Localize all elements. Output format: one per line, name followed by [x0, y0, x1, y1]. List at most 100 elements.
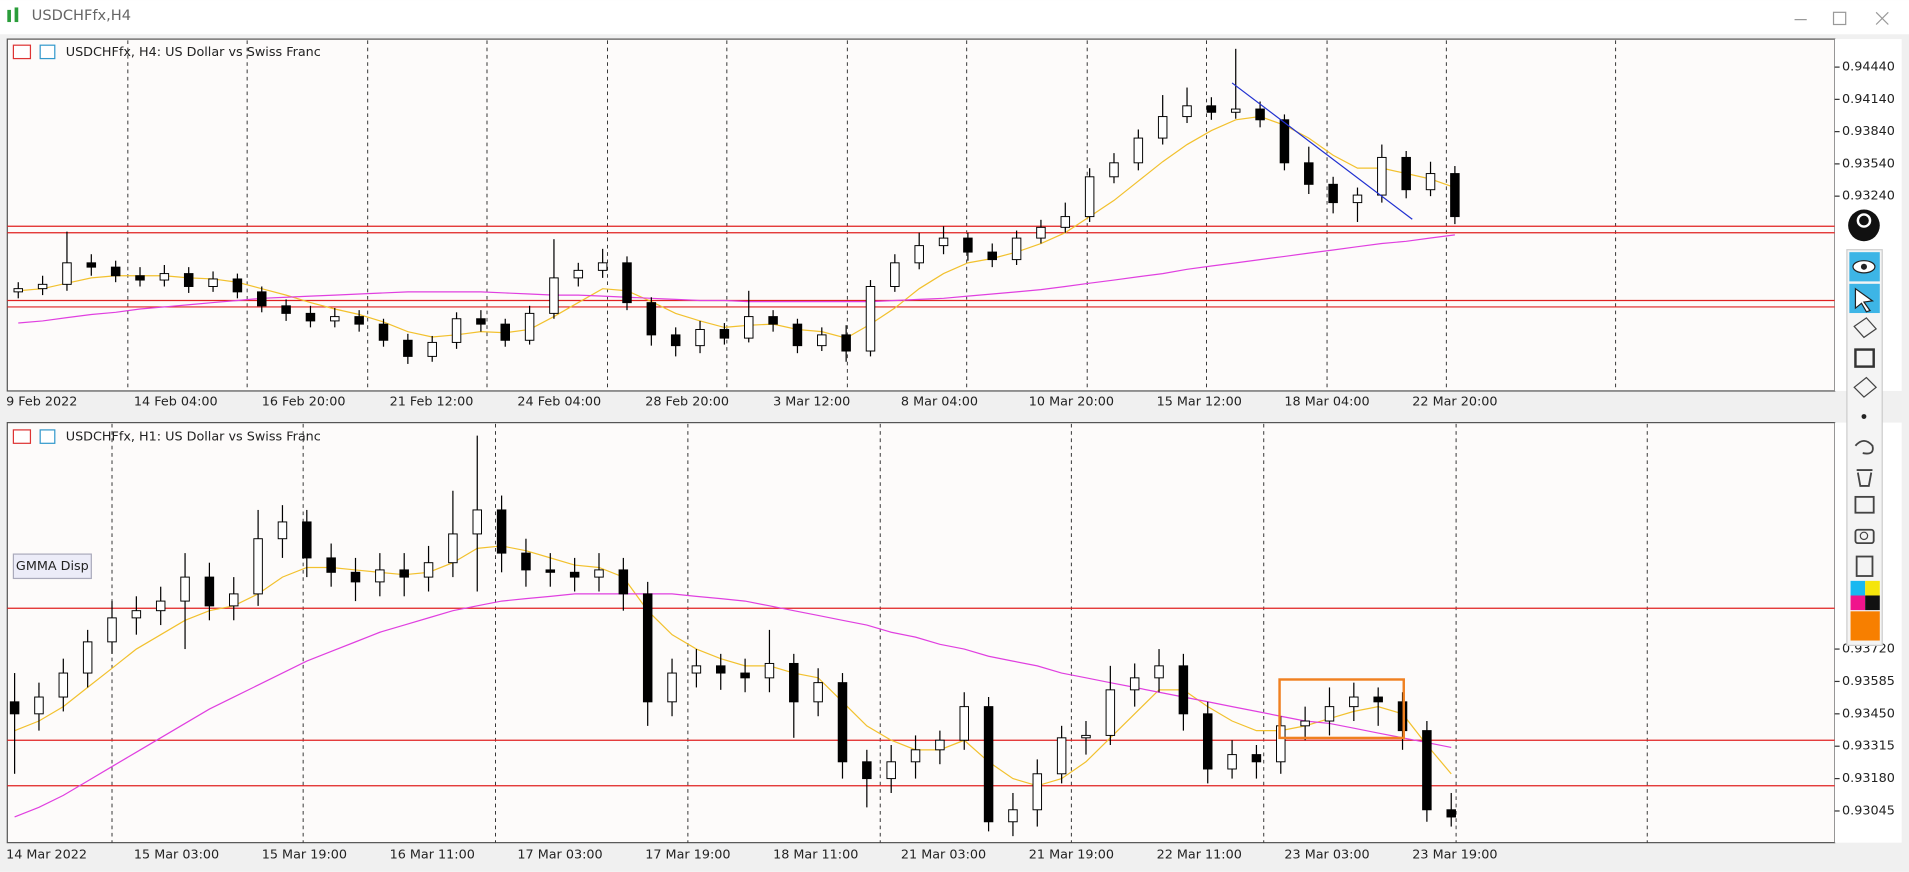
candle-body [183, 273, 194, 287]
chart-panel[interactable] [6, 421, 1836, 844]
candle-body [573, 269, 584, 279]
candle-body [204, 576, 215, 607]
candle-body [208, 278, 218, 287]
gmma-button-label: GMMA Disp [16, 559, 89, 574]
candle-body [597, 262, 608, 271]
title-bar [0, 0, 1909, 35]
candle-body [1056, 737, 1067, 775]
candle-body [277, 521, 288, 540]
x-tick-label: 28 Feb 20:00 [645, 394, 729, 409]
candle-body [58, 672, 69, 698]
candle-body [253, 538, 263, 595]
x-tick-label: 18 Mar 04:00 [1284, 394, 1369, 409]
candle-body [670, 334, 681, 347]
x-tick-label: 16 Feb 20:00 [262, 394, 346, 409]
candle-body [1206, 105, 1217, 113]
panel-icon [12, 429, 56, 444]
x-tick-label: 16 Mar 11:00 [390, 847, 475, 862]
color-swatch[interactable] [1865, 595, 1880, 611]
candle-body [914, 245, 924, 264]
x-tick-label: 15 Mar 12:00 [1157, 394, 1242, 409]
y-tick-label: 0.94440 [1842, 60, 1895, 75]
undo-tool[interactable] [1854, 439, 1874, 455]
candle-body [82, 641, 93, 674]
candle-body [1032, 773, 1043, 811]
template-tool[interactable] [1854, 495, 1875, 514]
candle-body [180, 576, 190, 602]
candle-body [13, 288, 24, 293]
candle-body [1377, 156, 1387, 196]
color-swatch[interactable] [1850, 580, 1866, 596]
candle-body [1450, 173, 1460, 218]
list-tool[interactable] [1855, 555, 1874, 577]
candle-body [159, 273, 170, 281]
color-swatch[interactable] [1850, 595, 1866, 611]
candle-body [622, 262, 632, 304]
candle-body [1202, 713, 1213, 770]
x-tick-label: 17 Mar 03:00 [517, 847, 602, 862]
candle-body [1129, 677, 1140, 691]
candle-body [403, 339, 413, 357]
color-swatch[interactable] [1865, 580, 1880, 596]
candle-body [62, 262, 72, 285]
candle-body [1373, 696, 1383, 703]
color-swatch[interactable] [1850, 611, 1880, 641]
x-tick-label: 3 Mar 12:00 [773, 394, 850, 409]
shape-tool[interactable] [1854, 348, 1875, 368]
maximize-button[interactable] [1832, 11, 1847, 26]
candle-body [792, 323, 803, 347]
candle-body [862, 761, 872, 780]
candle-body [890, 262, 900, 287]
candle-body [740, 672, 750, 679]
candle-body [496, 509, 507, 554]
x-tick-label: 17 Mar 19:00 [645, 847, 730, 862]
x-tick-label: 10 Mar 20:00 [1029, 394, 1114, 409]
candle-body [1304, 162, 1314, 185]
candle-body [667, 672, 677, 703]
screenshot-tool[interactable] [1854, 528, 1875, 545]
candle-body [1328, 183, 1338, 204]
candle-body [1227, 754, 1237, 770]
x-tick-label: 22 Mar 20:00 [1412, 394, 1497, 409]
candle-body [1105, 689, 1116, 736]
candle-body [715, 665, 726, 674]
x-tick-label: 8 Mar 04:00 [901, 394, 978, 409]
candle-body [375, 569, 385, 583]
candle-body [837, 682, 848, 763]
candle-body [1352, 194, 1363, 204]
ruler-tool[interactable] [1853, 317, 1878, 339]
candle-body [1349, 696, 1359, 708]
candle-body [427, 341, 437, 357]
candle-body [524, 312, 535, 341]
trend-line [1231, 82, 1413, 220]
candle-body [302, 521, 312, 559]
delete-tool[interactable] [1856, 469, 1873, 487]
x-tick-label: 23 Mar 03:00 [1284, 847, 1369, 862]
x-tick-label: 21 Mar 03:00 [901, 847, 986, 862]
x-tick-label: 21 Mar 19:00 [1029, 847, 1114, 862]
x-tick-label: 22 Mar 11:00 [1157, 847, 1242, 862]
chart-panel[interactable] [6, 38, 1836, 392]
y-tick-label: 0.93180 [1842, 771, 1895, 786]
gmma-button[interactable] [12, 553, 92, 580]
candle-body [764, 662, 775, 679]
candle-body [959, 706, 969, 741]
x-tick-label: 15 Mar 19:00 [262, 847, 347, 862]
candle-body [817, 334, 827, 347]
candle-body [1036, 226, 1046, 239]
candle-body [1084, 176, 1095, 218]
close-button[interactable] [1875, 11, 1889, 25]
eraser-tool[interactable] [1853, 376, 1878, 398]
candle-body [865, 286, 876, 352]
x-tick-label: 14 Feb 04:00 [134, 394, 218, 409]
candle-body [1230, 108, 1241, 113]
candle-body [1060, 216, 1071, 228]
candle-body [37, 283, 48, 290]
rectangle-drawing [1278, 678, 1405, 740]
dot-tool[interactable] [1861, 414, 1867, 419]
candle-body [451, 318, 462, 343]
candle-body [305, 312, 316, 322]
y-tick-label: 0.93450 [1842, 706, 1895, 721]
